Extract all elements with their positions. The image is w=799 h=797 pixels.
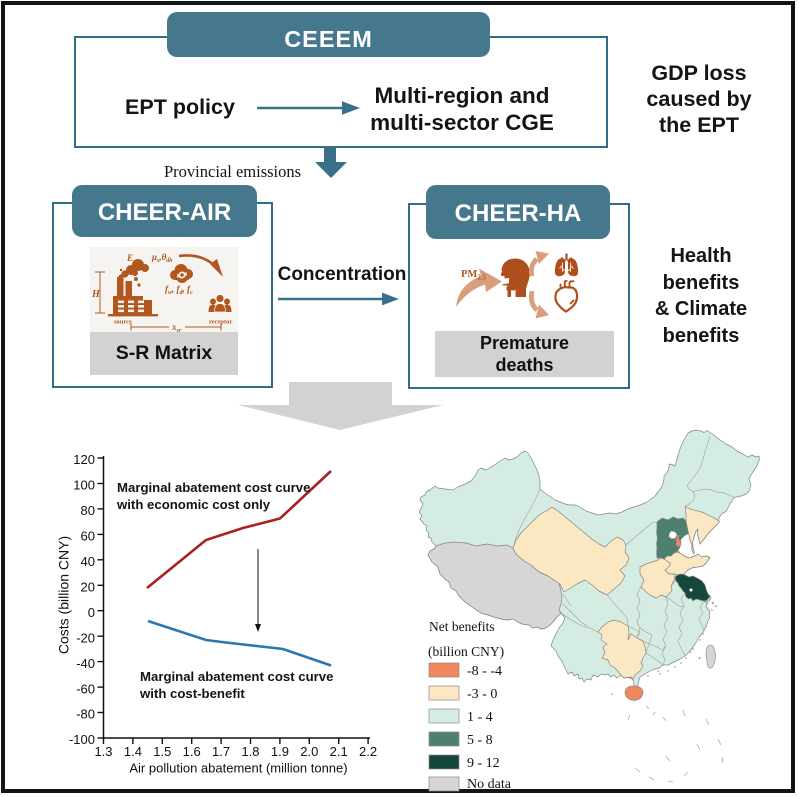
svg-text:1.6: 1.6: [183, 744, 201, 759]
svg-text:9 - 12: 9 - 12: [467, 756, 500, 771]
svg-text:(billion CNY): (billion CNY): [428, 644, 504, 659]
svg-text:2.1: 2.1: [330, 744, 348, 759]
svg-text:1.5: 1.5: [153, 744, 171, 759]
svg-text:60: 60: [81, 529, 95, 544]
svg-text:xsr: xsr: [171, 322, 182, 332]
svg-text:5 - 8: 5 - 8: [467, 733, 493, 748]
svg-text:1.8: 1.8: [241, 744, 259, 759]
svg-text:-80: -80: [76, 707, 95, 722]
svg-text:Costs (billion CNY): Costs (billion CNY): [56, 536, 72, 654]
svg-text:fw, fd, fc: fw, fd, fc: [165, 284, 193, 296]
svg-text:Marginal abatement cost curve: Marginal abatement cost curve: [117, 480, 310, 495]
svg-text:120: 120: [73, 452, 95, 467]
svg-text:1 - 4: 1 - 4: [467, 710, 493, 725]
svg-text:-3 - 0: -3 - 0: [467, 687, 497, 702]
svg-text:with cost-benefit: with cost-benefit: [139, 686, 245, 701]
svg-text:No data: No data: [467, 777, 512, 792]
svg-text:2.0: 2.0: [300, 744, 318, 759]
svg-text:-8 - -4: -8 - -4: [467, 664, 502, 679]
svg-text:1.7: 1.7: [212, 744, 230, 759]
svg-text:1.4: 1.4: [124, 744, 142, 759]
svg-text:Es: Es: [126, 253, 136, 265]
svg-text:0: 0: [88, 605, 95, 620]
svg-text:1.3: 1.3: [94, 744, 112, 759]
svg-text:receptor: receptor: [209, 319, 232, 326]
svg-text:20: 20: [81, 580, 95, 595]
svg-text:-40: -40: [76, 656, 95, 671]
svg-text:Marginal abatement cost curve: Marginal abatement cost curve: [140, 669, 333, 684]
svg-text:Net benefits: Net benefits: [429, 619, 495, 634]
svg-text:100: 100: [73, 478, 95, 493]
svg-text:1.9: 1.9: [271, 744, 289, 759]
svg-text:-20: -20: [76, 630, 95, 645]
svg-text:H: H: [91, 289, 101, 300]
svg-text:with economic cost only: with economic cost only: [116, 497, 271, 512]
svg-text:80: 80: [81, 503, 95, 518]
svg-text:40: 40: [81, 554, 95, 569]
svg-text:source: source: [114, 319, 132, 326]
svg-text:2.2: 2.2: [359, 744, 377, 759]
svg-text:-60: -60: [76, 681, 95, 696]
svg-text:Air pollution abatement (milli: Air pollution abatement (million tonne): [129, 761, 347, 776]
svg-text:-100: -100: [69, 732, 95, 747]
